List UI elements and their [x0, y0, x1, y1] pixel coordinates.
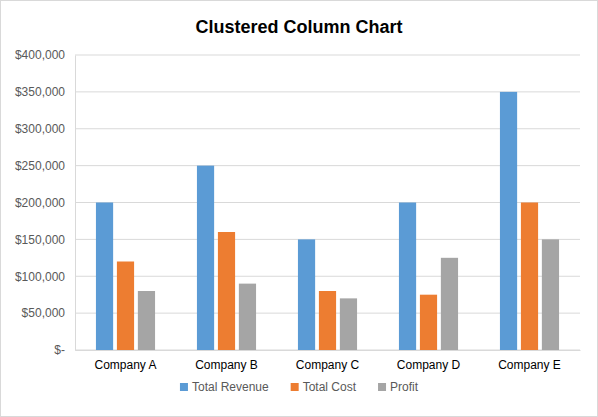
y-tick-label: $350,000 — [15, 85, 65, 99]
bar — [138, 291, 155, 350]
legend-item: Total Cost — [291, 380, 357, 394]
x-tick: Company C — [296, 350, 360, 372]
x-tick: Company B — [195, 350, 258, 372]
series — [138, 239, 559, 350]
y-tick-label: $400,000 — [15, 48, 65, 62]
legend-swatch — [378, 383, 386, 391]
chart: Clustered Column Chart$-$50,000$100,000$… — [0, 0, 598, 417]
y-tick: $50,000 — [22, 306, 75, 320]
x-tick-label: Company E — [498, 358, 561, 372]
y-tick: $- — [54, 343, 75, 357]
y-tick-label: $150,000 — [15, 233, 65, 247]
x-tick-label: Company A — [94, 358, 156, 372]
x-tick-label: Company D — [397, 358, 461, 372]
series — [96, 92, 517, 350]
y-tick: $300,000 — [15, 122, 75, 136]
legend-swatch — [291, 383, 299, 391]
bar — [239, 284, 256, 350]
legend-swatch — [180, 383, 188, 391]
bar — [319, 291, 336, 350]
legend-label: Total Revenue — [192, 380, 269, 394]
grid-line — [75, 55, 580, 56]
legend-item: Total Revenue — [180, 380, 269, 394]
y-tick: $250,000 — [15, 159, 75, 173]
y-tick-label: $50,000 — [22, 306, 66, 320]
legend-label: Total Cost — [303, 380, 357, 394]
x-axis: Company A Company B Company C Company D Comp… — [76, 350, 581, 372]
y-tick: $200,000 — [15, 196, 75, 210]
y-tick-label: $100,000 — [15, 270, 65, 284]
y-tick-label: $300,000 — [15, 122, 65, 136]
x-tick-label: Company B — [195, 358, 258, 372]
y-tick-label: $250,000 — [15, 159, 65, 173]
x-axis-line — [76, 350, 581, 351]
bar — [441, 258, 458, 350]
title: Clustered Column Chart — [195, 17, 402, 37]
y-tick-label: $- — [54, 343, 65, 357]
x-tick: Company D — [397, 350, 461, 372]
y-tick: $100,000 — [15, 270, 75, 284]
legend: Total Revenue Total Cost Profit — [180, 380, 419, 394]
legend-label: Profit — [390, 380, 419, 394]
bar — [298, 239, 315, 350]
y-tick-label: $200,000 — [15, 196, 65, 210]
bar — [542, 239, 559, 350]
bar — [521, 203, 538, 351]
legend-item: Profit — [378, 380, 419, 394]
series — [117, 203, 538, 351]
bar — [117, 262, 134, 351]
bar — [96, 203, 113, 351]
x-tick: Company A — [94, 350, 156, 372]
bar — [218, 232, 235, 350]
bar — [399, 203, 416, 351]
bar — [500, 92, 517, 350]
plot: $- $50,000 $100,000 $150,000 $200,000 $250,00… — [15, 48, 581, 371]
y-tick: $400,000 — [15, 48, 75, 62]
y-tick: $350,000 — [15, 85, 75, 99]
y-axis-line — [75, 56, 76, 351]
bar — [197, 166, 214, 350]
grid — [75, 55, 580, 350]
x-tick-label: Company C — [296, 358, 360, 372]
y-axis: $- $50,000 $100,000 $150,000 $200,000 $250,00… — [15, 48, 76, 357]
bars — [96, 92, 559, 350]
bar — [340, 298, 357, 350]
chart-frame — [1, 1, 598, 417]
x-tick: Company E — [498, 350, 561, 372]
y-tick: $150,000 — [15, 233, 75, 247]
bar — [420, 295, 437, 350]
